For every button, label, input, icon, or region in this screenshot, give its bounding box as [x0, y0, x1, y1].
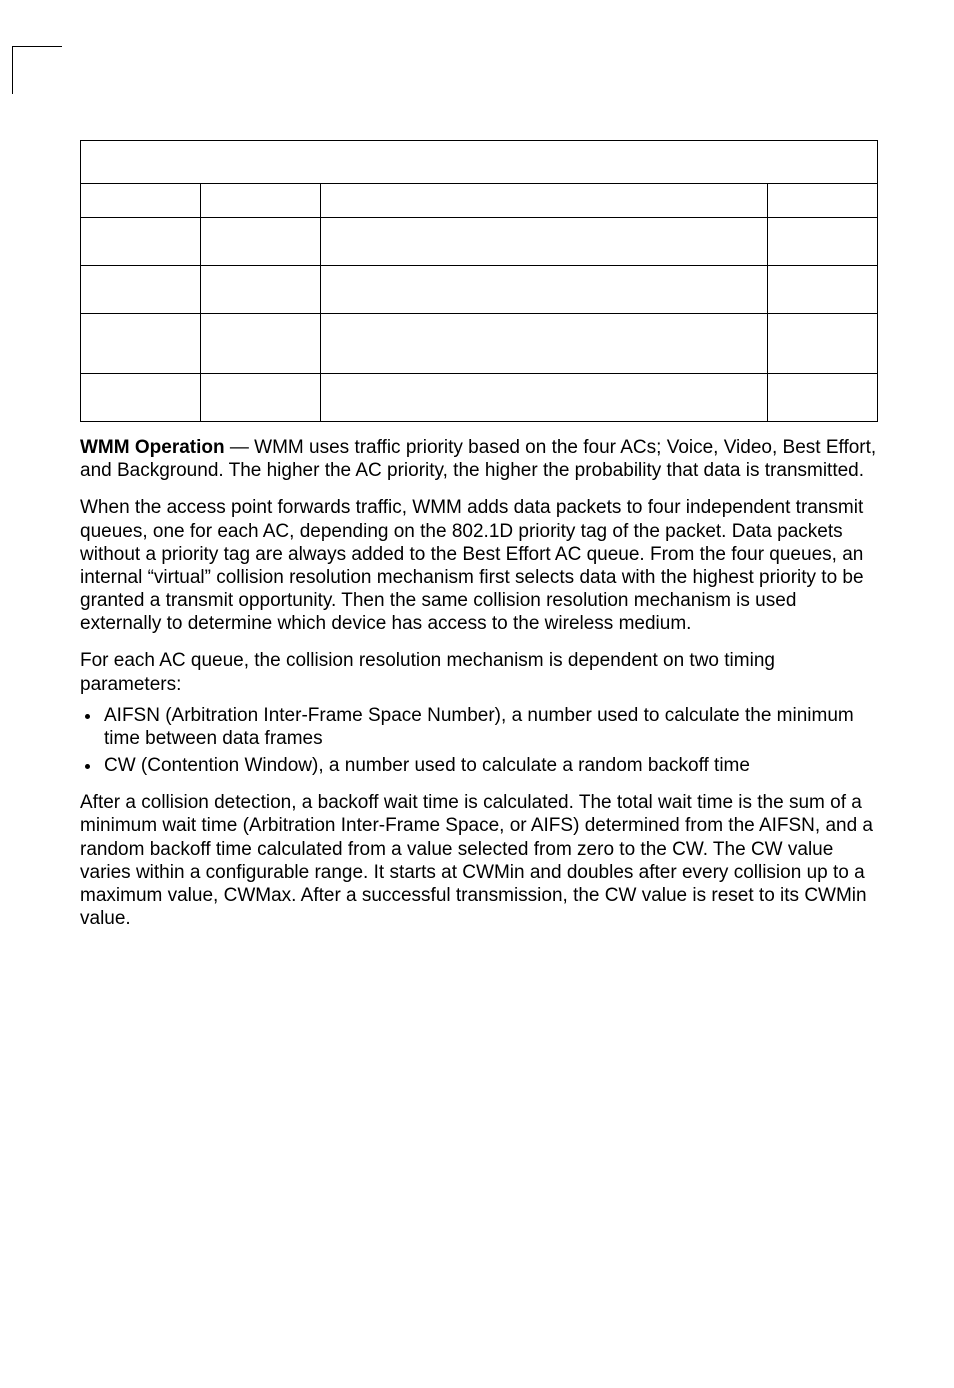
- table-cell: [81, 314, 201, 374]
- table-cell: [81, 374, 201, 422]
- list-item: CW (Contention Window), a number used to…: [102, 754, 878, 777]
- page-content: WMM Operation — WMM uses traffic priorit…: [80, 140, 878, 930]
- table-cell: [768, 374, 878, 422]
- bullet-list: AIFSN (Arbitration Inter-Frame Space Num…: [80, 704, 878, 778]
- table-header-cell: [81, 184, 201, 218]
- table-header-cell: [768, 184, 878, 218]
- table-cell: [81, 266, 201, 314]
- table-cell: [321, 314, 768, 374]
- paragraph-body: After a collision detection, a backoff w…: [80, 791, 878, 930]
- table-cell: [201, 374, 321, 422]
- table-caption-row: [81, 141, 878, 184]
- table-cell: [201, 218, 321, 266]
- ac-priority-table: [80, 140, 878, 422]
- paragraph-wmm-operation: WMM Operation — WMM uses traffic priorit…: [80, 436, 878, 482]
- table-caption: [81, 141, 878, 184]
- paragraph-body: For each AC queue, the collision resolut…: [80, 649, 878, 695]
- list-item: AIFSN (Arbitration Inter-Frame Space Num…: [102, 704, 878, 750]
- table-header-row: [81, 184, 878, 218]
- table-cell: [201, 314, 321, 374]
- table-cell: [321, 218, 768, 266]
- table-cell: [768, 218, 878, 266]
- table-header-cell: [321, 184, 768, 218]
- table-row: [81, 314, 878, 374]
- corner-crop-mark: [12, 46, 62, 94]
- table-cell: [201, 266, 321, 314]
- table-row: [81, 266, 878, 314]
- table-cell: [321, 266, 768, 314]
- table-cell: [81, 218, 201, 266]
- paragraph-body: When the access point forwards traffic, …: [80, 496, 878, 635]
- table-row: [81, 218, 878, 266]
- table-cell: [768, 266, 878, 314]
- table-header-cell: [201, 184, 321, 218]
- table-row: [81, 374, 878, 422]
- wmm-operation-label: WMM Operation: [80, 437, 225, 458]
- table-cell: [321, 374, 768, 422]
- table-cell: [768, 314, 878, 374]
